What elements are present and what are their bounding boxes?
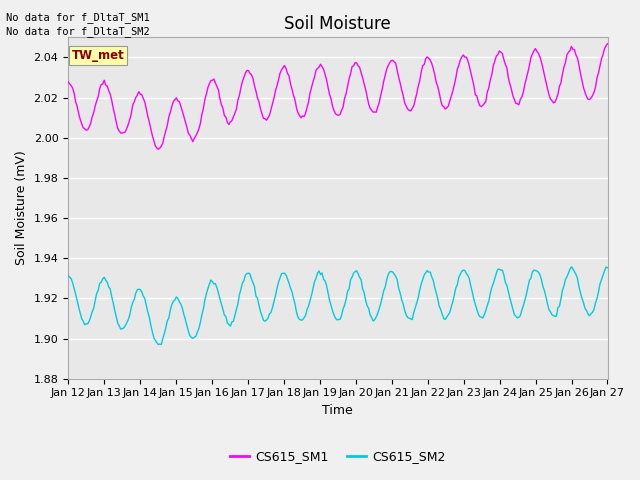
Legend: CS615_SM1, CS615_SM2: CS615_SM1, CS615_SM2 [225, 445, 451, 468]
Y-axis label: Soil Moisture (mV): Soil Moisture (mV) [15, 151, 28, 265]
Text: No data for f_DltaT_SM2: No data for f_DltaT_SM2 [6, 26, 150, 37]
X-axis label: Time: Time [323, 404, 353, 417]
Text: TW_met: TW_met [72, 49, 125, 62]
Title: Soil Moisture: Soil Moisture [284, 15, 391, 33]
Text: No data for f_DltaT_SM1: No data for f_DltaT_SM1 [6, 12, 150, 23]
